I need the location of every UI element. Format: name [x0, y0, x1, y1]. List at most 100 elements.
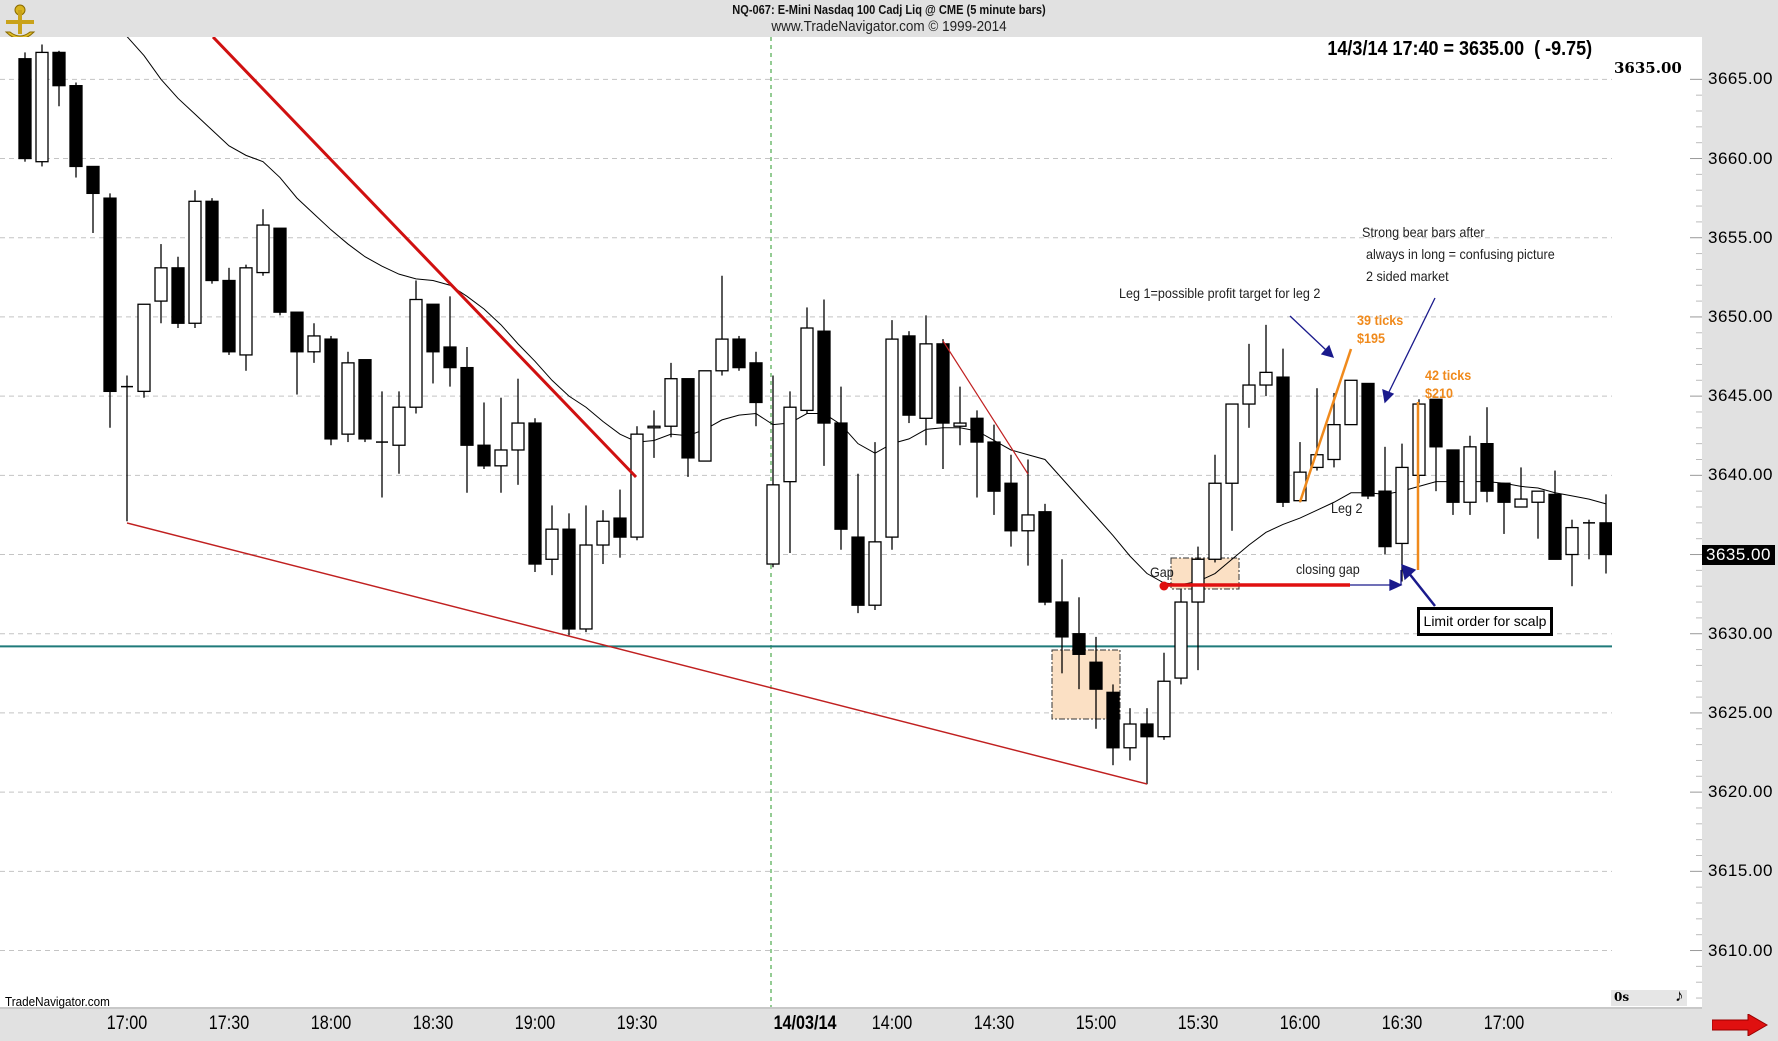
candle [1395, 443, 1409, 582]
candle [239, 264, 253, 371]
candle [800, 307, 814, 414]
candle-body-bear [205, 200, 219, 282]
red-right-arrow-icon[interactable] [1711, 1013, 1768, 1041]
time-tick-label: 19:00 [514, 1013, 556, 1034]
candle-body-bear [324, 338, 338, 440]
candle [460, 347, 474, 493]
leg1-note: Leg 1=possible profit target for leg 2 [1119, 285, 1321, 301]
candle-body-bull [188, 200, 202, 324]
candle [409, 280, 423, 414]
candle-body-bear [1599, 522, 1613, 556]
candle [273, 227, 287, 316]
copyright: www.TradeNavigator.com © 1999-2014 [771, 18, 1007, 35]
candle [1004, 454, 1018, 547]
time-tick-label: 17:00 [1483, 1013, 1525, 1034]
candle [834, 386, 848, 550]
candle-body-bull [953, 422, 967, 427]
candle [1548, 470, 1562, 560]
candle [732, 335, 746, 371]
leg2-label: Leg 2 [1331, 500, 1363, 516]
dollars-label-1: $195 [1357, 330, 1386, 346]
candle [392, 391, 406, 474]
candle [698, 370, 712, 462]
time-tick-label: 14:30 [973, 1013, 1015, 1034]
candle-body-bull [1344, 379, 1358, 426]
candle [1310, 388, 1324, 471]
candle [443, 296, 457, 387]
candle-body-bear [358, 359, 372, 440]
music-note-icon[interactable]: ♪ [1675, 986, 1684, 1005]
candle-body-bull [545, 528, 559, 560]
candle-body-bear [1140, 723, 1154, 738]
candle-body-bear [1055, 601, 1069, 638]
candle-body-bear [1446, 449, 1460, 503]
candle-body-bull [1191, 558, 1205, 603]
price-tick-label: 3620.00 [1708, 782, 1773, 802]
candle-body-bear [613, 517, 627, 538]
price-chart [0, 37, 1702, 1007]
candle-body-bear [18, 58, 32, 160]
candle-body-bull [1327, 423, 1341, 461]
candle [562, 513, 576, 636]
candle-body-bull [579, 544, 593, 630]
chart-title: NQ-067: E-Mini Nasdaq 100 Cadj Liq @ CME… [732, 2, 1046, 17]
candle [1583, 519, 1595, 560]
price-tick-label: 3665.00 [1708, 69, 1773, 89]
time-tick-label: 16:00 [1279, 1013, 1321, 1034]
candle-body-bull [800, 327, 814, 412]
bear-note-line-3: 2 sided market [1366, 268, 1449, 284]
last-price: 3635.00 [1614, 59, 1682, 77]
price-tick-label: 3650.00 [1708, 306, 1773, 326]
candle-body-bull [1208, 482, 1222, 560]
candle-body-bear [1004, 482, 1018, 532]
candle-body-bull [409, 298, 423, 408]
chart-plot-area[interactable] [0, 37, 1702, 1009]
candle-body-bull [154, 267, 168, 302]
candle-body-bull [1174, 601, 1188, 679]
candle-body-bear [222, 279, 236, 353]
candle-body-bull [256, 224, 270, 274]
candle [936, 339, 950, 469]
candle [1497, 482, 1511, 534]
candle-body-bear [1276, 376, 1290, 503]
candle [902, 331, 916, 424]
bear-note-line-2: always in long = confusing picture [1366, 246, 1555, 262]
candle [35, 44, 49, 167]
candle-body-bull [783, 406, 797, 483]
candle-body-bear [936, 343, 950, 424]
candle [324, 335, 338, 446]
candle [69, 82, 83, 178]
candle [188, 190, 202, 329]
candle [596, 510, 610, 565]
candle-body-bull [1531, 490, 1545, 503]
gap-dot [1159, 581, 1169, 591]
candle [1140, 708, 1154, 785]
candle-body-bear [1089, 661, 1103, 690]
candle [511, 378, 525, 485]
candle [426, 303, 440, 384]
candle-body-bull [1242, 384, 1256, 405]
candle [528, 418, 542, 572]
price-tick-label: 3635.00 [1702, 544, 1775, 565]
candle-body-bear [460, 366, 474, 446]
candle [376, 391, 388, 498]
candle-body-bear [443, 346, 457, 369]
candle [1072, 597, 1086, 690]
candle-body-bull [630, 433, 644, 538]
time-tick-label: 15:30 [1177, 1013, 1219, 1034]
time-tick-label: 17:00 [106, 1013, 148, 1034]
time-tick-label: 14:00 [871, 1013, 913, 1034]
arrow-limit [1407, 571, 1436, 607]
candle [1242, 343, 1256, 428]
candle-body-bull [868, 541, 882, 606]
time-tick-label: 19:30 [616, 1013, 658, 1034]
candle-body-bear [1361, 382, 1375, 497]
candle-body-bear [987, 441, 1001, 492]
candle [1055, 559, 1069, 674]
candle [1514, 467, 1528, 508]
candle-body-bull [341, 362, 355, 435]
time-tick-label: 17:30 [208, 1013, 250, 1034]
candle [630, 426, 644, 541]
candle-body-bull [1157, 680, 1171, 738]
candle [1344, 379, 1358, 426]
